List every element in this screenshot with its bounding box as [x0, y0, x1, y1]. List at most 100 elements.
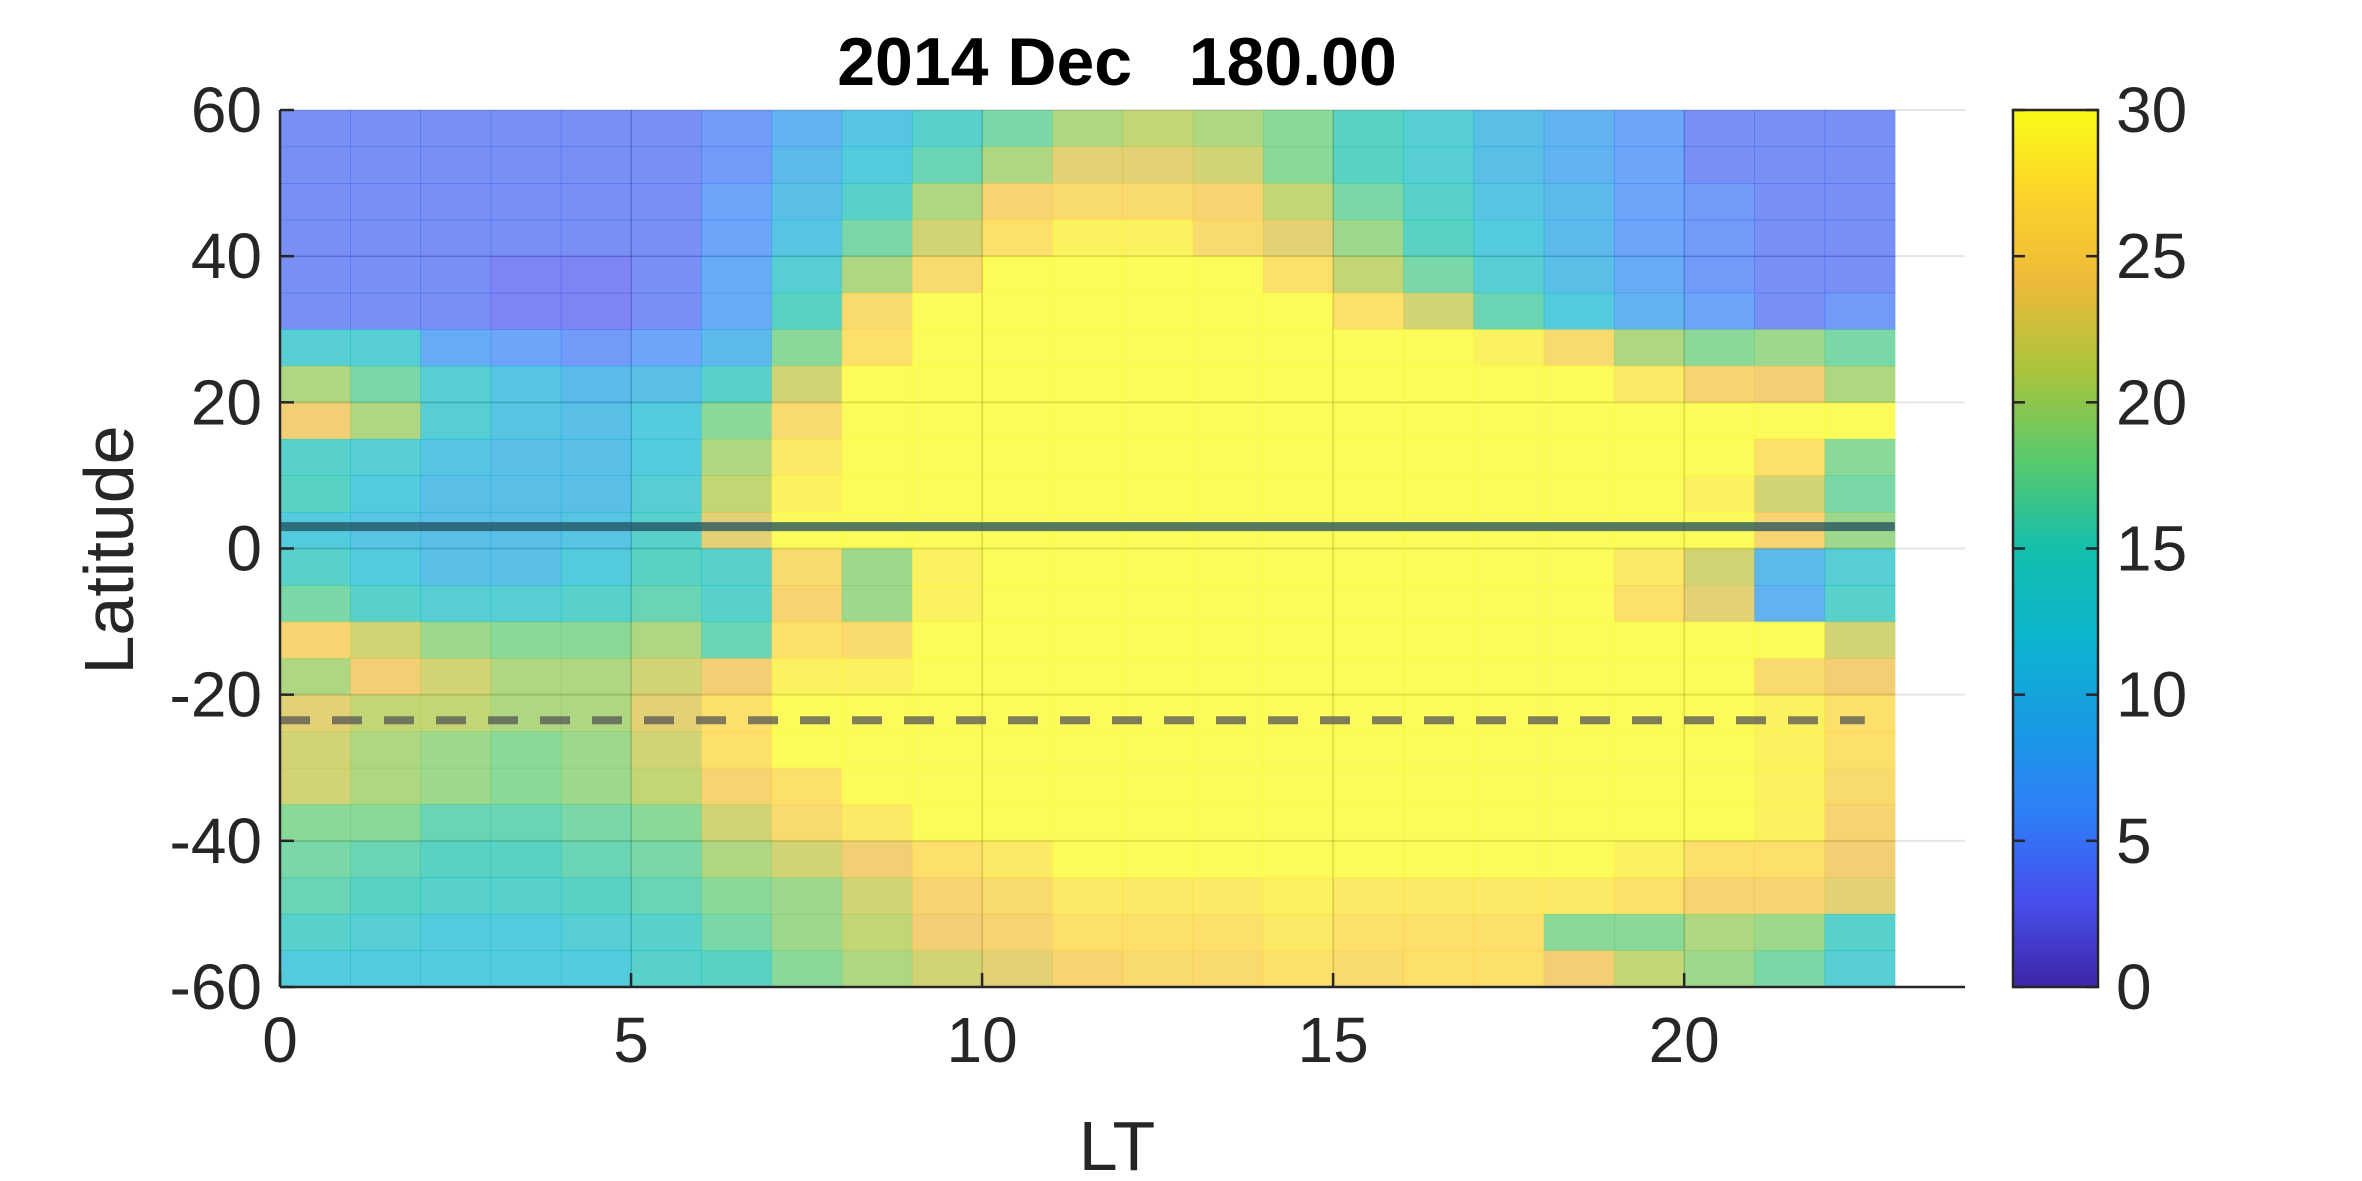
- heat-cell: [1052, 658, 1124, 696]
- x-tick-label: 0: [262, 1004, 298, 1076]
- heat-cell: [911, 183, 983, 221]
- heat-cell: [1543, 256, 1615, 294]
- heat-cell: [1824, 621, 1896, 659]
- heat-cell: [1122, 402, 1194, 440]
- heat-cell: [1754, 877, 1826, 915]
- heat-cell: [1403, 329, 1475, 367]
- heat-cell: [701, 731, 773, 769]
- heat-cell: [1192, 110, 1264, 148]
- heat-cell: [982, 183, 1053, 221]
- heat-cell: [1684, 365, 1755, 403]
- heat-cell: [1122, 585, 1194, 623]
- heat-cell: [1192, 183, 1264, 221]
- heat-cell: [1403, 621, 1475, 659]
- heat-cell: [1613, 950, 1685, 988]
- heat-cell: [1824, 475, 1896, 513]
- heat-cell: [1754, 438, 1826, 477]
- heat-cell: [280, 913, 351, 952]
- heat-cell: [701, 183, 773, 221]
- heat-cell: [420, 256, 492, 294]
- heat-cell: [982, 402, 1053, 440]
- heat-cell: [1333, 475, 1404, 513]
- heat-cell: [1613, 402, 1685, 440]
- heat-cell: [420, 767, 492, 805]
- heat-cell: [701, 913, 773, 952]
- heat-cell: [1052, 548, 1124, 586]
- heat-cell: [911, 475, 983, 513]
- heat-cell: [911, 585, 983, 623]
- heat-cell: [280, 475, 351, 513]
- heat-cell: [1543, 877, 1615, 915]
- heat-cell: [1052, 329, 1124, 367]
- heat-cell: [1262, 731, 1334, 769]
- heat-cell: [490, 694, 562, 732]
- heat-cell: [1613, 767, 1685, 805]
- x-axis-label: LT: [1079, 1107, 1156, 1181]
- heat-cell: [982, 475, 1053, 513]
- heat-cell: [350, 840, 422, 878]
- heat-cell: [701, 585, 773, 623]
- heat-cell: [1543, 292, 1615, 330]
- heat-cell: [350, 475, 422, 513]
- heat-cell: [1333, 256, 1404, 294]
- heat-cell: [1192, 913, 1264, 952]
- heat-cell: [1824, 731, 1896, 769]
- heat-cell: [631, 585, 702, 623]
- heat-cell: [771, 913, 843, 952]
- heat-cell: [771, 658, 843, 696]
- heat-cell: [1754, 658, 1826, 696]
- heat-cell: [350, 658, 422, 696]
- heat-cell: [490, 292, 562, 330]
- heat-cell: [1333, 402, 1404, 440]
- heat-cell: [701, 256, 773, 294]
- heat-cell: [841, 475, 913, 513]
- heat-cell: [841, 694, 913, 732]
- heat-cell: [1473, 146, 1545, 184]
- heat-cell: [490, 840, 562, 878]
- heat-cell: [1754, 329, 1826, 367]
- heat-cell: [1403, 767, 1475, 805]
- heat-cell: [631, 475, 702, 513]
- heat-cell: [420, 183, 492, 221]
- heat-cell: [1754, 548, 1826, 586]
- heat-cell: [1403, 438, 1475, 477]
- heat-cell: [1543, 950, 1615, 988]
- heat-cell: [1613, 110, 1685, 148]
- heat-cell: [1052, 804, 1124, 842]
- heat-cell: [1052, 950, 1124, 988]
- heat-cell: [982, 146, 1053, 184]
- heat-cell: [631, 913, 702, 952]
- colorbar-tick-label: 25: [2116, 220, 2187, 292]
- heat-cell: [1824, 877, 1896, 915]
- heat-cell: [350, 365, 422, 403]
- heat-cell: [1754, 731, 1826, 769]
- heat-cell: [841, 183, 913, 221]
- y-tick-label: 60: [191, 74, 262, 146]
- heat-cell: [1824, 585, 1896, 623]
- heat-cell: [911, 110, 983, 148]
- heat-cell: [631, 438, 702, 477]
- heat-cell: [1333, 694, 1404, 732]
- heat-cell: [1754, 913, 1826, 952]
- heat-cell: [1684, 658, 1755, 696]
- heat-cell: [280, 658, 351, 696]
- heat-cell: [982, 585, 1053, 623]
- heat-cell: [1473, 329, 1545, 367]
- heat-cell: [1754, 804, 1826, 842]
- heat-cell: [841, 731, 913, 769]
- heat-cell: [1473, 767, 1545, 805]
- heat-cell: [1403, 840, 1475, 878]
- heat-cell: [560, 913, 632, 952]
- x-tick-labels: 0 5 10 15 20: [262, 973, 1720, 1076]
- heat-cell: [280, 292, 351, 330]
- heat-cell: [560, 365, 632, 403]
- heat-cell: [1052, 621, 1124, 659]
- heat-cell: [280, 365, 351, 403]
- heat-cell: [1613, 365, 1685, 403]
- heat-cell: [911, 950, 983, 988]
- heat-cell: [1122, 548, 1194, 586]
- heat-cell: [560, 219, 632, 257]
- heat-cell: [1824, 950, 1896, 988]
- heat-cell: [1262, 877, 1334, 915]
- heat-cell: [911, 694, 983, 732]
